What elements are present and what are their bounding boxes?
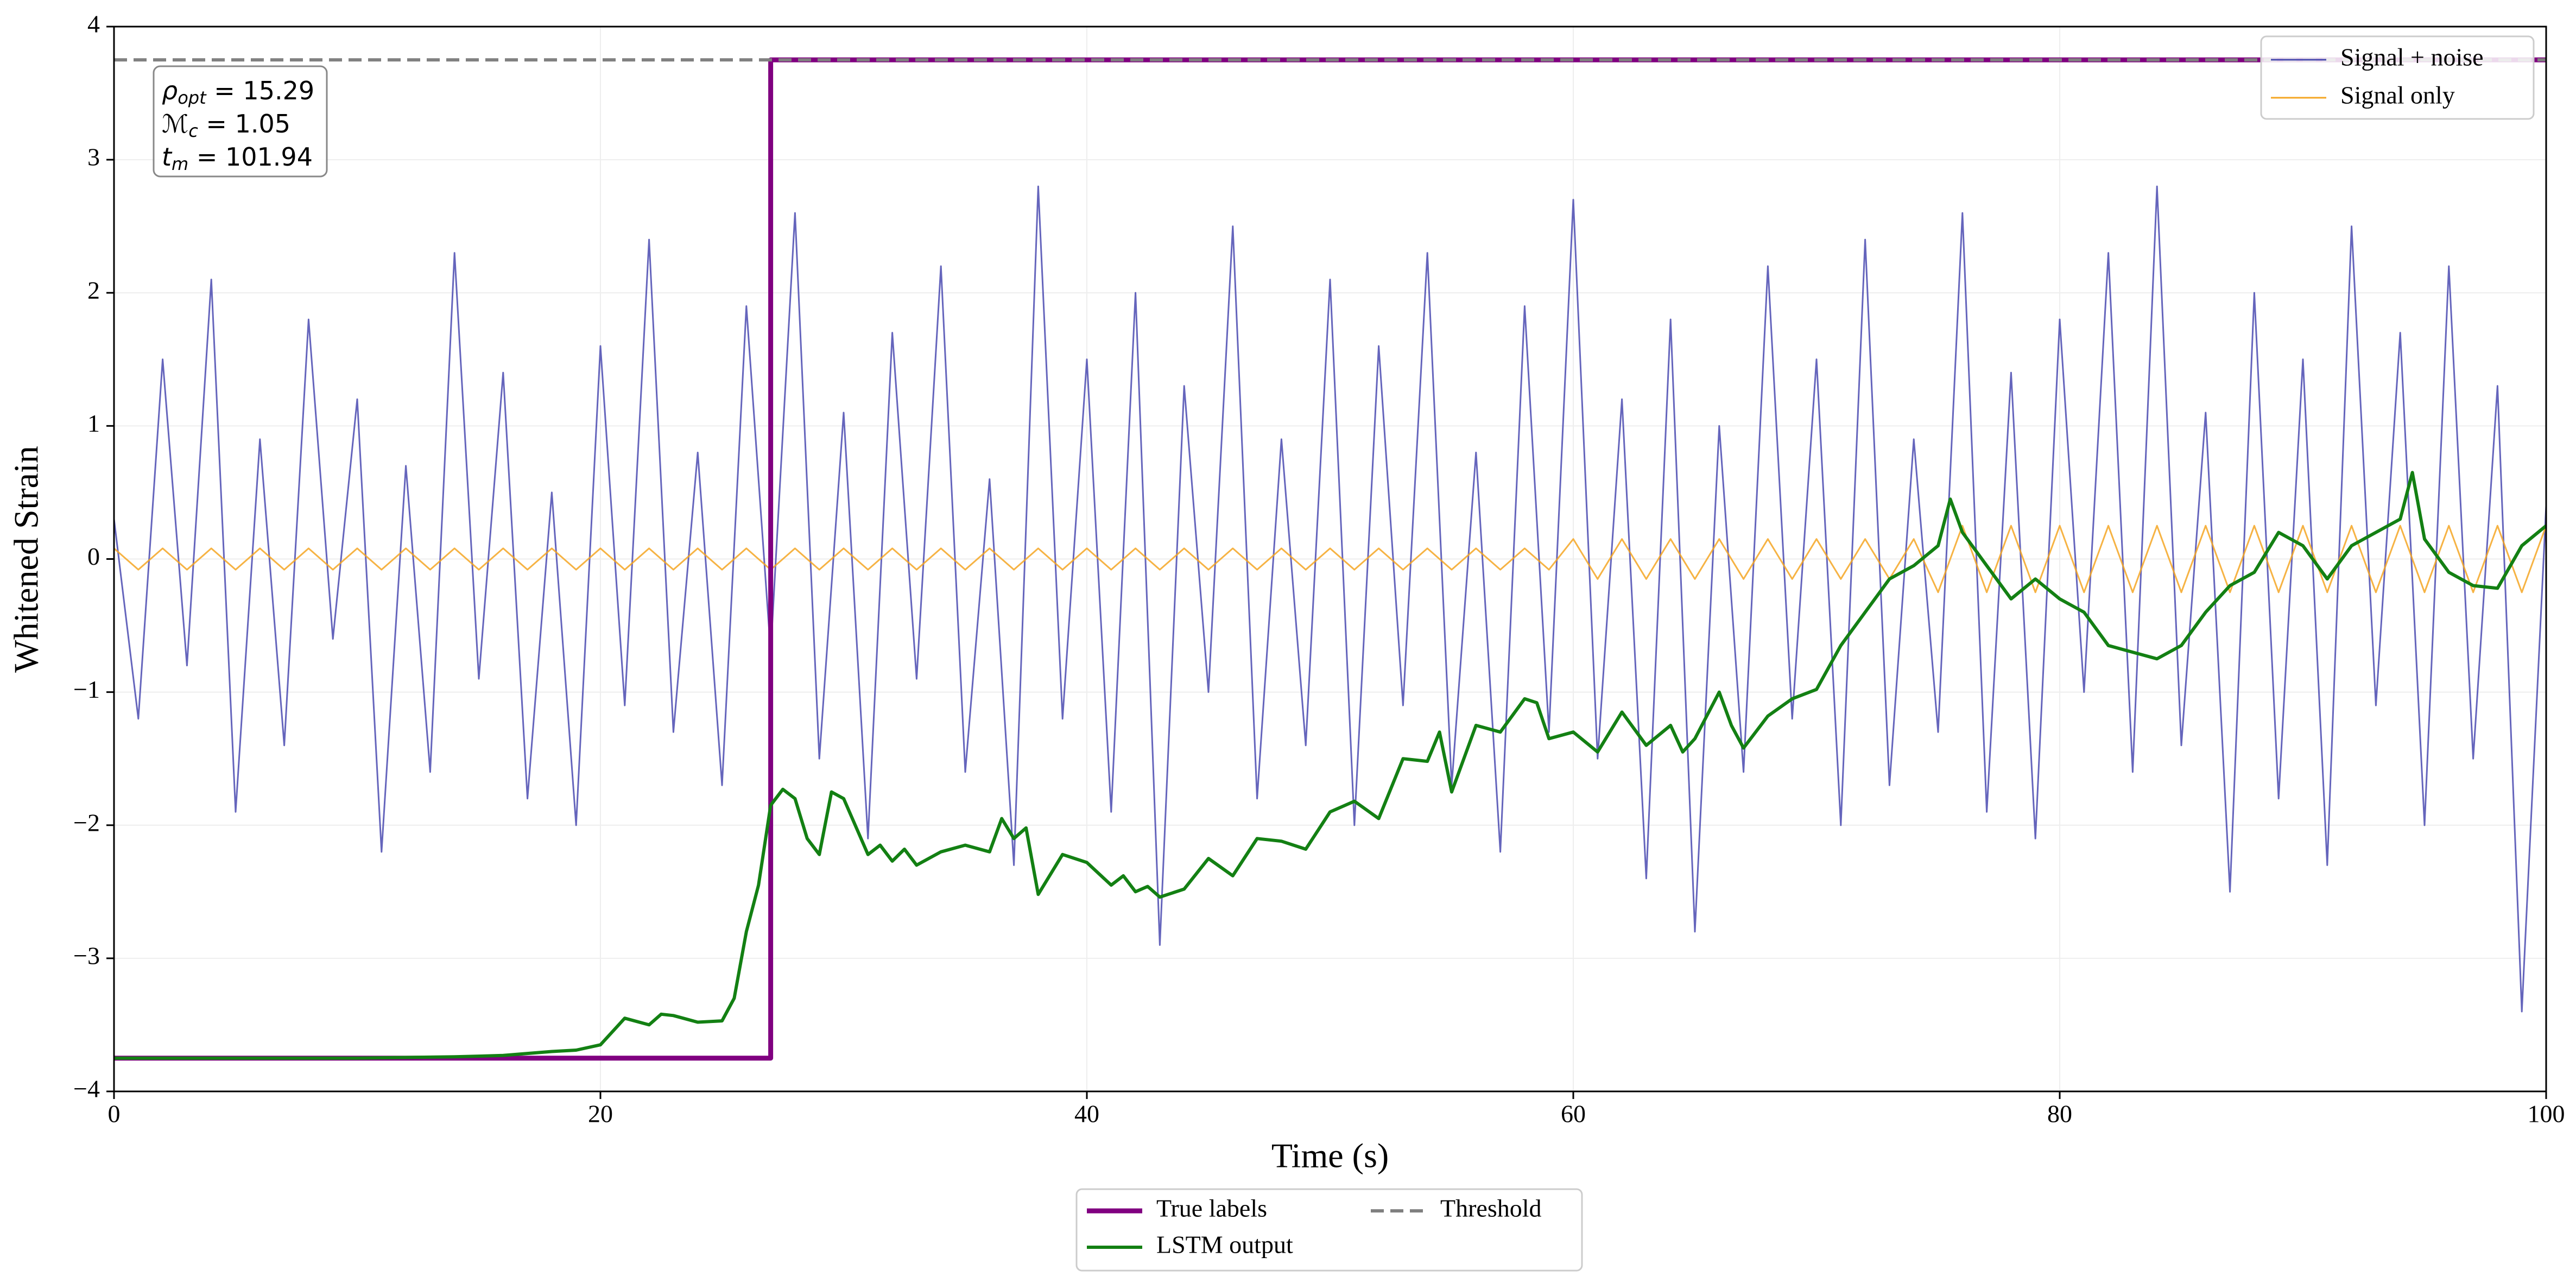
x-axis-label: Time (s) <box>1271 1136 1389 1175</box>
y-tick-label: −3 <box>73 942 100 969</box>
x-tick-label: 100 <box>2528 1100 2565 1128</box>
x-tick-label: 40 <box>1074 1100 1099 1128</box>
annotation-line: ℳc = 1.05 <box>162 109 290 142</box>
annotation-subscript: opt <box>178 87 207 108</box>
legend-box <box>2260 35 2535 120</box>
annotation-line: ρopt = 15.29 <box>162 76 314 109</box>
legend-label: Threshold <box>1440 1195 1542 1222</box>
annotation-value: = 15.29 <box>206 76 314 105</box>
annotation-symbol: t <box>162 142 173 172</box>
annotation-subscript: m <box>172 154 188 174</box>
y-tick-label: 4 <box>87 10 100 38</box>
legend-label: True labels <box>1156 1195 1267 1222</box>
y-tick-label: 3 <box>87 143 100 171</box>
y-tick-label: 0 <box>87 542 100 570</box>
series-line <box>114 471 2546 1060</box>
y-tick-label: −4 <box>73 1075 100 1103</box>
annotation-line: tm = 101.94 <box>162 142 313 175</box>
legends: Signal + noise Signal only True labels LSTM… <box>1075 35 2535 1272</box>
legend-box <box>1075 1188 1583 1272</box>
x-tick-label: 0 <box>108 1100 121 1128</box>
legend-label: Signal + noise <box>2340 43 2484 71</box>
annotation-value: = 1.05 <box>198 109 290 138</box>
y-axis-label: Whitened Strain <box>7 446 46 673</box>
legend-label: LSTM output <box>1156 1231 1293 1259</box>
series-line <box>114 525 2546 593</box>
y-tick-label: 1 <box>87 409 100 437</box>
plot-area <box>114 57 2546 1061</box>
annotation-subscript: c <box>188 121 198 141</box>
annotation-symbol: ℳ <box>162 109 188 138</box>
annotation-box <box>153 65 328 178</box>
annotation-symbol: ρ <box>162 76 178 105</box>
y-tick-label: 2 <box>87 276 100 304</box>
y-tick-label: −2 <box>73 809 100 836</box>
ticks: 0 20 40 60 80 100 −4 −3 −2 −1 0 1 2 3 4 <box>73 10 2565 1128</box>
legend-label: Signal only <box>2340 81 2455 109</box>
x-tick-label: 20 <box>588 1100 613 1128</box>
x-tick-label: 80 <box>2047 1100 2072 1128</box>
x-tick-label: 60 <box>1561 1100 1586 1128</box>
y-tick-label: −1 <box>73 675 100 703</box>
series-line <box>114 185 2546 1013</box>
annotation-value: = 101.94 <box>188 142 313 172</box>
